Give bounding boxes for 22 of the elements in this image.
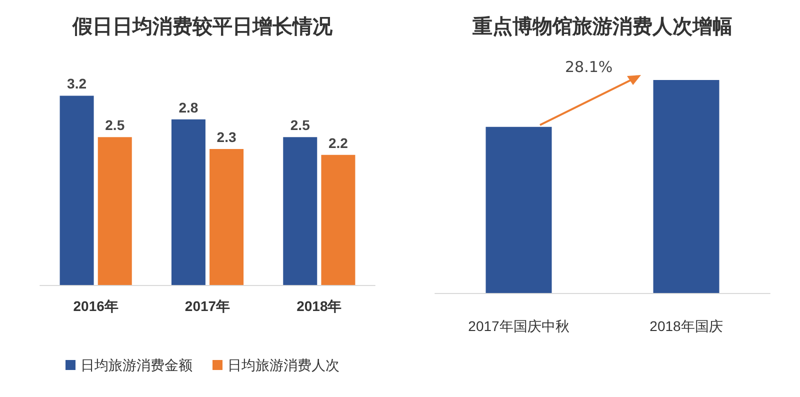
- data-label: 2.3: [216, 128, 236, 145]
- bar: [321, 154, 356, 285]
- data-label: 2.2: [328, 134, 348, 151]
- bar: [171, 119, 206, 285]
- text: 28.1%: [565, 58, 613, 76]
- chart-title: 假日日均消费较平日增长情况: [72, 16, 334, 38]
- x-tick-label: 2016年: [73, 298, 118, 314]
- x-tick-label: 2018年: [296, 298, 342, 314]
- chart-title: 重点博物馆旅游消费人次增幅: [472, 15, 732, 38]
- x-tick-label: 2017年国庆中秋: [468, 318, 570, 334]
- x-tick-label: 2017年: [184, 298, 230, 314]
- bar: [283, 137, 318, 285]
- x-tick-label: 2018年国庆: [650, 318, 723, 334]
- data-label: 2.5: [290, 117, 310, 134]
- bar: [98, 137, 132, 285]
- data-label: 3.2: [67, 76, 87, 92]
- bar: [60, 96, 94, 285]
- legend-label: 日均旅游消费金额: [80, 357, 192, 373]
- data-label: 2.8: [178, 99, 198, 116]
- legend-label: 日均旅游消费人次: [228, 357, 340, 373]
- bar: [210, 148, 244, 285]
- data-label: 2.5: [105, 117, 125, 134]
